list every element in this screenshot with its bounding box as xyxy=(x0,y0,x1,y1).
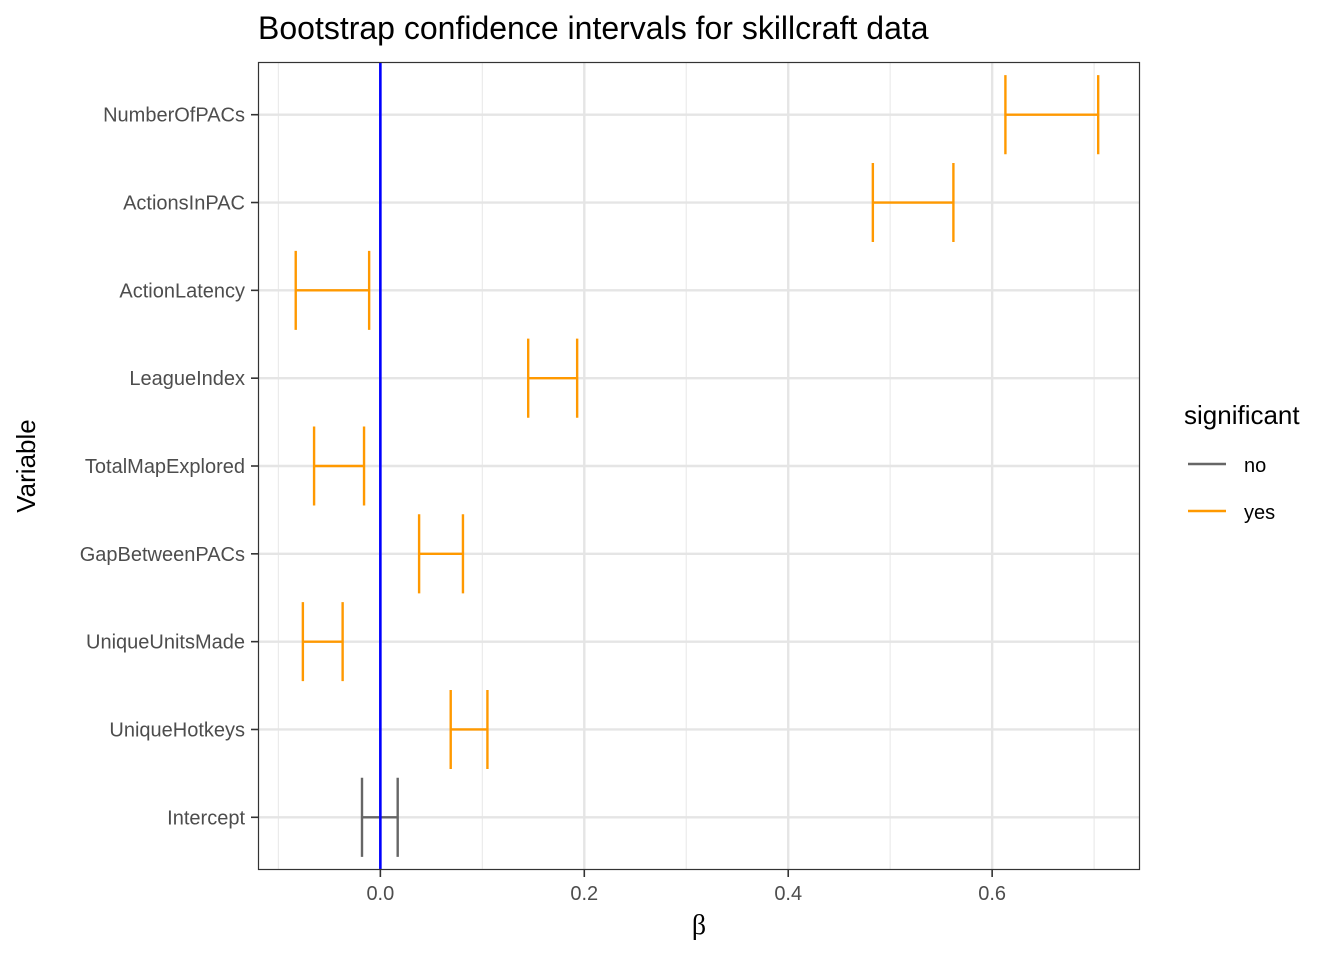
errorbar-TotalMapExplored xyxy=(312,426,366,506)
x-tick-label-3: 0.6 xyxy=(978,883,1006,905)
error-bars xyxy=(294,75,1100,857)
legend-label-no: no xyxy=(1244,455,1266,477)
legend-label-yes: yes xyxy=(1244,502,1275,524)
chart-title: Bootstrap confidence intervals for skill… xyxy=(258,10,929,46)
legend: significant no yes xyxy=(1184,400,1300,524)
x-tick-label-0: 0.0 xyxy=(366,883,394,905)
x-tick-label-2: 0.4 xyxy=(774,883,802,905)
y-axis-title: Variable xyxy=(11,419,41,512)
legend-title: significant xyxy=(1184,400,1300,430)
errorbar-ActionLatency xyxy=(294,250,371,330)
errorbar-GapBetweenPACs xyxy=(417,514,465,594)
y-tick-label-8: Intercept xyxy=(167,807,245,829)
y-tick-label-3: LeagueIndex xyxy=(129,368,245,390)
errorbar-UniqueHotkeys xyxy=(449,689,489,769)
errorbar-ActionsInPAC xyxy=(871,163,955,243)
errorbar-NumberOfPACs xyxy=(1004,75,1100,155)
plot-panel-border xyxy=(257,61,1141,871)
y-tick-label-6: UniqueUnitsMade xyxy=(86,632,245,654)
errorbar-UniqueUnitsMade xyxy=(301,602,344,682)
y-tick-label-7: UniqueHotkeys xyxy=(109,719,245,741)
major-grid xyxy=(258,62,1140,870)
x-tick-label-1: 0.2 xyxy=(570,883,598,905)
y-axis: NumberOfPACs ActionsInPAC ActionLatency Lea… xyxy=(80,105,258,829)
y-tick-label-2: ActionLatency xyxy=(119,280,245,302)
y-tick-label-1: ActionsInPAC xyxy=(123,193,245,215)
y-tick-label-0: NumberOfPACs xyxy=(103,105,245,127)
y-tick-label-5: GapBetweenPACs xyxy=(80,544,245,566)
errorbar-LeagueIndex xyxy=(527,338,579,418)
x-axis-title: β xyxy=(692,910,706,941)
x-axis: 0.0 0.2 0.4 0.6 xyxy=(366,870,1006,905)
y-tick-label-4: TotalMapExplored xyxy=(85,456,245,478)
